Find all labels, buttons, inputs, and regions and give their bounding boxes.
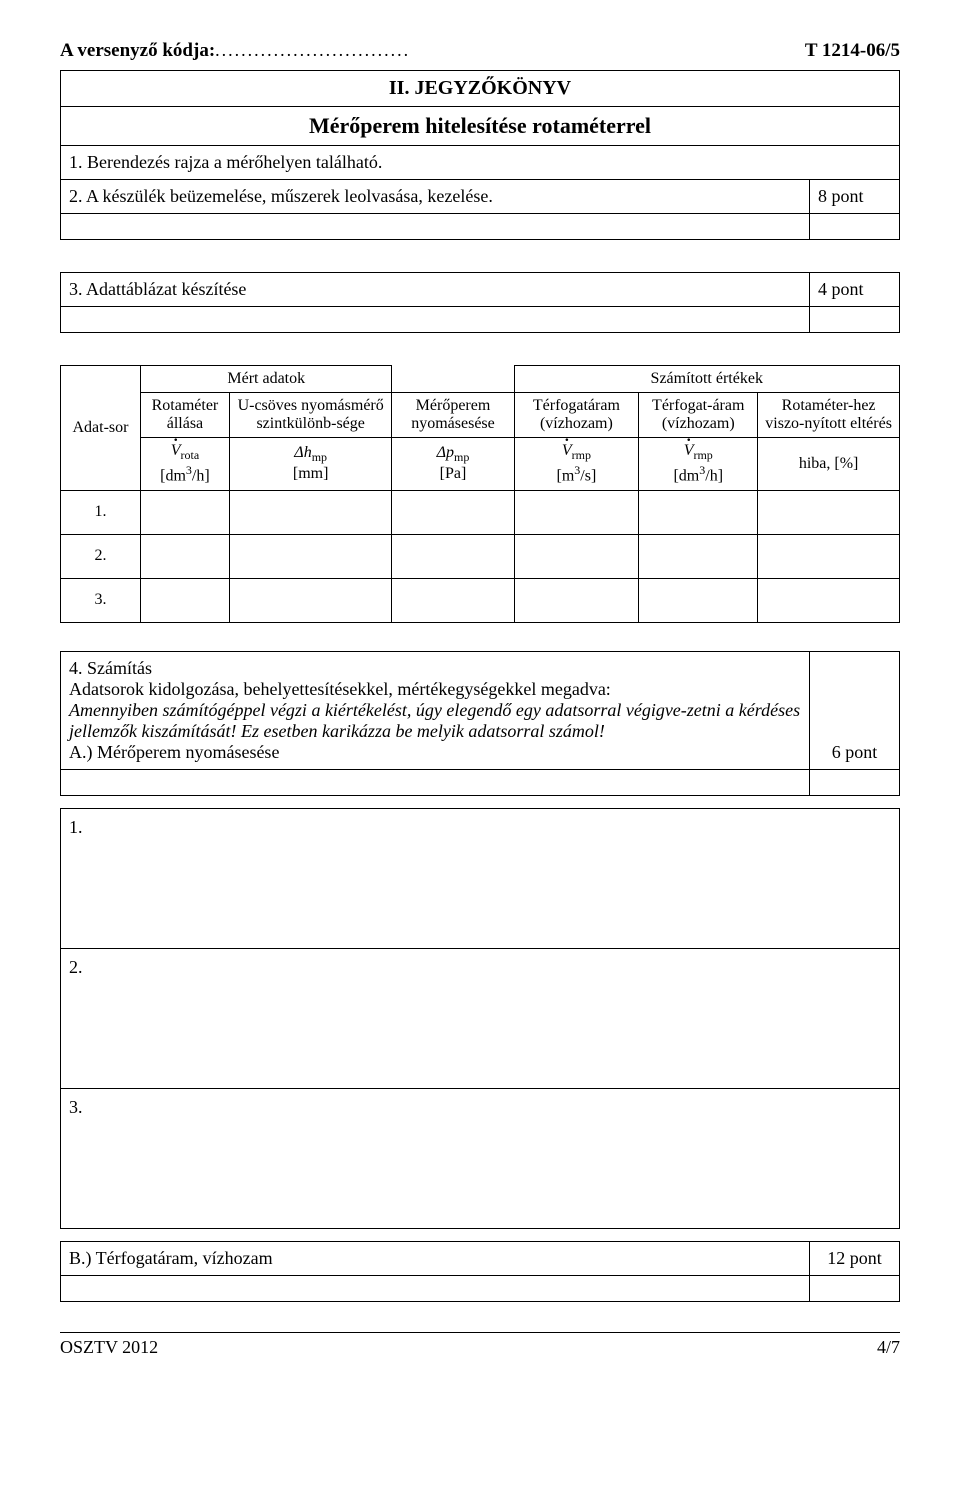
unit-dh: Δhmp [mm]: [229, 438, 392, 491]
table-cell: [514, 490, 639, 534]
table-cell: [514, 578, 639, 622]
competitor-code-label: A versenyző kódja:: [60, 40, 215, 61]
row-2-label: 2.: [61, 534, 141, 578]
blank-cell: [810, 1275, 900, 1301]
item-1: 1. Berendezés rajza a mérőhelyen találha…: [61, 146, 900, 180]
section4-para1: Adatsorok kidolgozása, behelyettesítések…: [69, 679, 611, 699]
table-cell: [229, 578, 392, 622]
answer-2: 2.: [61, 948, 900, 1088]
col-flow1: Térfogatáram (vízhozam): [514, 393, 639, 438]
rowhead: Adat-sor: [61, 366, 141, 491]
table-cell: [229, 534, 392, 578]
section4-lineB-pts: 12 pont: [810, 1241, 900, 1275]
unit-vrota: Vrota [dm3/h]: [141, 438, 230, 491]
table-cell: [141, 578, 230, 622]
footer-page: 4/7: [877, 1337, 900, 1358]
group-measured: Mért adatok: [141, 366, 392, 393]
answer-3: 3.: [61, 1088, 900, 1228]
section4-para2: Amennyiben számítógéppel végzi a kiérték…: [69, 700, 800, 741]
item-2: 2. A készülék beüzemelése, műszerek leol…: [61, 180, 810, 214]
table-cell: [758, 490, 900, 534]
unit-dp: Δpmp [Pa]: [392, 438, 514, 491]
col-error: Rotaméter-hez viszo-nyított eltérés: [758, 393, 900, 438]
table-cell: [639, 578, 758, 622]
header-left: A versenyző kódja:......................…: [60, 40, 410, 62]
unit-error: hiba, [%]: [758, 438, 900, 491]
table-cell: [141, 534, 230, 578]
table-cell: [639, 490, 758, 534]
item3-table: 3. Adattáblázat készítése 4 pont: [60, 272, 900, 333]
table-cell: [229, 490, 392, 534]
row-3-label: 3.: [61, 578, 141, 622]
section4-table: 4. Számítás Adatsorok kidolgozása, behel…: [60, 651, 900, 796]
spacer: [392, 366, 514, 393]
blank-cell: [61, 1275, 810, 1301]
col-flow2: Térfogat-áram (vízhozam): [639, 393, 758, 438]
blank-cell: [810, 769, 900, 795]
blank-cell: [61, 307, 810, 333]
title-table: II. JEGYZŐKÖNYV Mérőperem hitelesítése r…: [60, 70, 900, 240]
blank-cell: [810, 214, 900, 240]
doc-title: II. JEGYZŐKÖNYV: [61, 71, 900, 107]
data-table: Adat-sor Mért adatok Számított értékek R…: [60, 365, 900, 623]
section4-lineA: A.) Mérőperem nyomásesése: [69, 742, 279, 762]
row-1-label: 1.: [61, 490, 141, 534]
section4-lineA-pts: 6 pont: [810, 651, 900, 769]
blank-cell: [61, 769, 810, 795]
table-cell: [639, 534, 758, 578]
section4-lineB: B.) Térfogatáram, vízhozam: [61, 1241, 810, 1275]
col-utube: U-csöves nyomásmérő szintkülönb-sége: [229, 393, 392, 438]
code-dots: ..............................: [215, 40, 410, 60]
blank-cell: [810, 307, 900, 333]
table-cell: [392, 490, 514, 534]
answer-boxes: 1. 2. 3.: [60, 808, 900, 1229]
blank-cell: [61, 214, 810, 240]
document-code: T 1214-06/5: [805, 40, 900, 62]
page-footer: OSZTV 2012 4/7: [60, 1332, 900, 1358]
unit-vrmp1: Vrmp [m3/s]: [514, 438, 639, 491]
section4-heading: 4. Számítás: [69, 658, 152, 678]
table-cell: [758, 534, 900, 578]
col-pressure: Mérőperem nyomásesése: [392, 393, 514, 438]
group-calculated: Számított értékek: [514, 366, 900, 393]
table-cell: [758, 578, 900, 622]
table-cell: [392, 534, 514, 578]
answer-1: 1.: [61, 808, 900, 948]
item-2-points: 8 pont: [810, 180, 900, 214]
doc-subtitle: Mérőperem hitelesítése rotaméterrel: [61, 107, 900, 146]
unit-vrmp2: Vrmp [dm3/h]: [639, 438, 758, 491]
col-rotameter: Rotaméter állása: [141, 393, 230, 438]
item-3-points: 4 pont: [810, 273, 900, 307]
footer-left: OSZTV 2012: [60, 1337, 158, 1358]
table-cell: [141, 490, 230, 534]
section4-body: 4. Számítás Adatsorok kidolgozása, behel…: [61, 651, 810, 769]
page-header: A versenyző kódja:......................…: [60, 40, 900, 62]
lineB-table: B.) Térfogatáram, vízhozam 12 pont: [60, 1241, 900, 1302]
item-3: 3. Adattáblázat készítése: [61, 273, 810, 307]
table-cell: [392, 578, 514, 622]
table-cell: [514, 534, 639, 578]
